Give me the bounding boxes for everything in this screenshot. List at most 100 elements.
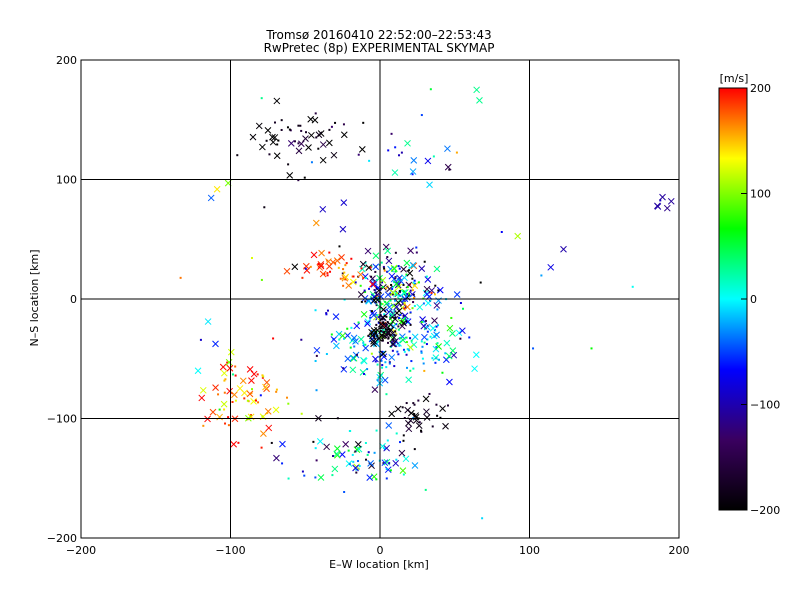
data-point-dot (379, 329, 382, 332)
data-point-cross (387, 321, 394, 329)
data-point-dot (422, 302, 425, 305)
data-point-dot (348, 463, 351, 466)
data-point-cross (433, 302, 441, 309)
data-point-dot (420, 351, 423, 354)
data-point-dot (343, 490, 346, 493)
data-point-dot (354, 281, 357, 284)
data-point-cross (317, 260, 325, 268)
data-point-cross (273, 454, 280, 462)
data-point-cross (370, 280, 378, 288)
data-point-dot (372, 335, 375, 338)
data-point-dot (461, 307, 464, 310)
data-point-dot (412, 281, 415, 284)
data-point-cross (246, 390, 254, 398)
data-point-dot (398, 317, 401, 320)
data-point-dot (373, 289, 376, 292)
data-point-cross (364, 318, 372, 326)
x-tick-label: 100 (519, 544, 540, 557)
data-point-dot (226, 361, 229, 364)
data-point-dot (450, 316, 453, 319)
data-point-dot (409, 311, 412, 314)
x-tick-label: −200 (66, 544, 96, 557)
data-point-dot (234, 365, 237, 368)
data-point-dot (385, 477, 388, 480)
data-point-cross (411, 333, 419, 341)
data-point-dot (377, 287, 380, 290)
data-point-dot (386, 256, 389, 259)
data-point-cross (230, 440, 238, 448)
data-point-dot (425, 343, 428, 346)
data-point-dot (446, 404, 449, 407)
data-point-cross (313, 346, 321, 354)
data-point-dot (631, 285, 634, 288)
data-point-cross (384, 466, 392, 474)
data-point-dot (405, 320, 408, 323)
data-point-dot (364, 343, 367, 346)
data-point-cross (360, 310, 368, 318)
data-point-dot (415, 246, 418, 249)
data-point-cross (391, 169, 399, 176)
colorbar-tick-label: −100 (750, 399, 780, 412)
data-point-dot (381, 339, 384, 342)
data-point-dot (287, 402, 290, 405)
data-point-dot (413, 279, 416, 282)
data-point-cross (389, 289, 397, 296)
data-point-dot (420, 430, 423, 433)
data-point-cross (340, 199, 348, 207)
data-point-dot (402, 348, 405, 351)
data-point-cross (271, 134, 279, 141)
data-point-dot (352, 275, 355, 278)
data-point-dot (305, 131, 308, 134)
data-point-dot (363, 289, 366, 292)
data-point-dot (286, 396, 289, 399)
data-point-dot (403, 307, 406, 310)
data-point-cross (362, 344, 370, 352)
data-point-cross (272, 406, 280, 414)
data-point-dot (386, 270, 389, 273)
data-point-dot (397, 325, 400, 328)
y-tick-label: 0 (70, 293, 77, 306)
data-point-cross (388, 354, 396, 361)
data-point-dot (399, 313, 402, 316)
data-point-cross (250, 370, 258, 378)
data-point-dot (381, 286, 384, 289)
data-point-dot (459, 337, 462, 340)
data-point-cross (354, 441, 362, 448)
data-point-dot (288, 128, 291, 131)
data-point-dot (439, 416, 442, 419)
y-axis-ticks: −200 −100 0 100 200 (47, 54, 77, 545)
data-point-dot (334, 121, 337, 124)
colorbar-tick-label: 100 (750, 188, 771, 201)
data-point-dot (481, 517, 484, 520)
data-point-dot (394, 299, 397, 302)
data-point-cross (330, 151, 338, 159)
data-point-dot (377, 296, 380, 299)
data-point-dot (280, 119, 283, 122)
data-point-dot (360, 267, 363, 270)
data-point-cross (449, 330, 456, 337)
data-point-dot (384, 361, 387, 364)
data-point-dot (421, 357, 424, 360)
data-point-cross (423, 408, 430, 416)
data-point-dot (342, 268, 345, 271)
data-point-dot (403, 416, 406, 419)
data-point-dot (355, 471, 358, 474)
data-point-dot (398, 294, 401, 297)
data-point-dot (402, 439, 405, 442)
data-point-dot (314, 447, 317, 450)
data-point-cross (382, 243, 390, 251)
data-point-cross (286, 172, 294, 179)
data-point-cross (395, 307, 403, 315)
data-point-dot (355, 468, 358, 471)
data-point-cross (198, 394, 206, 402)
data-point-dot (381, 364, 384, 367)
data-point-cross (391, 315, 399, 323)
data-point-dot (364, 276, 367, 279)
data-point-cross (318, 249, 325, 257)
data-point-dot (223, 379, 226, 382)
data-point-dot (364, 290, 367, 293)
data-point-dot (383, 313, 386, 316)
data-point-cross (390, 334, 398, 341)
data-point-dot (353, 345, 356, 348)
data-point-dot (357, 321, 360, 324)
